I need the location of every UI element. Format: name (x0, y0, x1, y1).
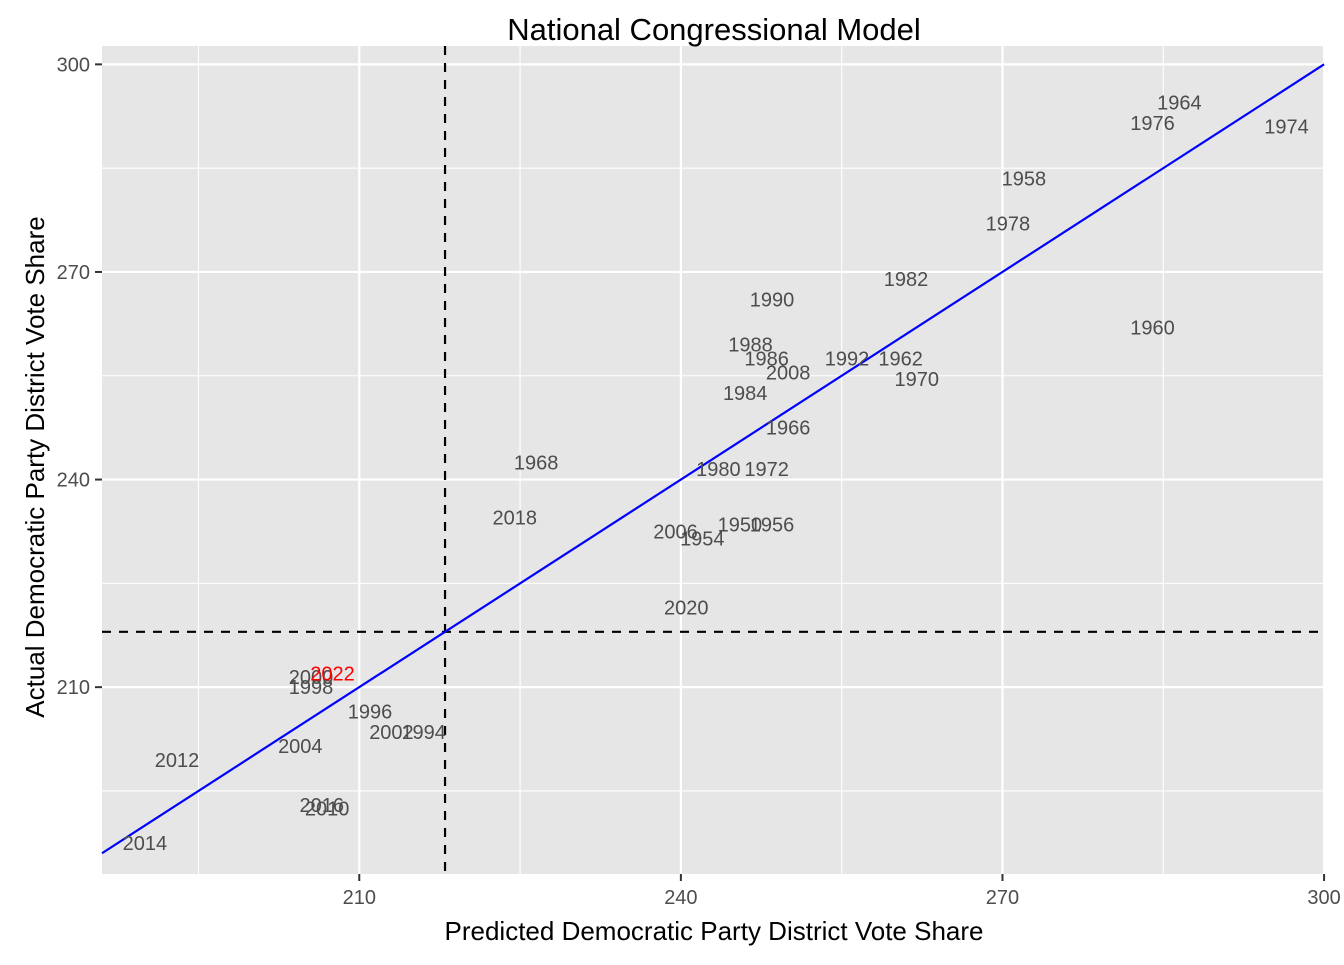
point-label: 1956 (750, 515, 795, 537)
point-label: 1992 (825, 348, 870, 370)
chart-title: National Congressional Model (507, 12, 921, 47)
y-tick-label: 240 (57, 470, 90, 492)
point-label: 2006 (653, 521, 698, 543)
point-label: 2018 (492, 508, 537, 530)
x-axis-title: Predicted Democratic Party District Vote… (445, 916, 984, 946)
x-tick-label: 300 (1307, 887, 1340, 909)
point-label: 2012 (155, 750, 200, 772)
point-label: 2020 (664, 598, 709, 620)
point-label: 1984 (723, 383, 768, 405)
point-label: 1966 (766, 418, 811, 440)
x-tick-label: 210 (343, 887, 376, 909)
point-label: 1988 (728, 335, 773, 357)
y-axis-title: Actual Democratic Party District Vote Sh… (20, 216, 50, 717)
point-label: 1972 (744, 459, 789, 481)
point-label: 1994 (401, 722, 446, 744)
y-tick-label: 270 (57, 262, 90, 284)
point-label: 1986 (744, 348, 789, 370)
y-tick-label: 300 (57, 54, 90, 76)
point-label: 2016 (300, 795, 345, 817)
fit-line (101, 63, 1325, 855)
point-label: 1978 (986, 214, 1031, 236)
point-label: 1990 (750, 290, 795, 312)
point-label: 2010 (305, 798, 350, 820)
point-label: 1962 (878, 348, 923, 370)
x-tick-label: 240 (664, 887, 697, 909)
point-label: 1998 (289, 677, 334, 699)
point-label: 1970 (894, 369, 939, 391)
point-label: 1996 (348, 701, 393, 723)
point-label: 1976 (1130, 113, 1175, 135)
point-label: 2004 (278, 736, 323, 758)
y-tick-label: 210 (57, 677, 90, 699)
point-label: 1950 (718, 515, 763, 537)
point-label: 1954 (680, 528, 725, 550)
point-label: 2002 (369, 722, 414, 744)
point-label: 2000 (289, 667, 334, 689)
point-label: 1980 (696, 459, 741, 481)
point-label: 1964 (1157, 92, 1202, 114)
point-label: 1958 (1002, 169, 1047, 191)
point-label: 1968 (514, 452, 559, 474)
point-label: 1982 (884, 269, 929, 291)
x-tick-label: 270 (986, 887, 1019, 909)
point-label: 2008 (766, 362, 811, 384)
point-label: 1960 (1130, 317, 1175, 339)
highlighted-point-label: 2022 (310, 663, 355, 685)
point-label: 1974 (1264, 117, 1309, 139)
point-label: 2014 (123, 833, 168, 855)
